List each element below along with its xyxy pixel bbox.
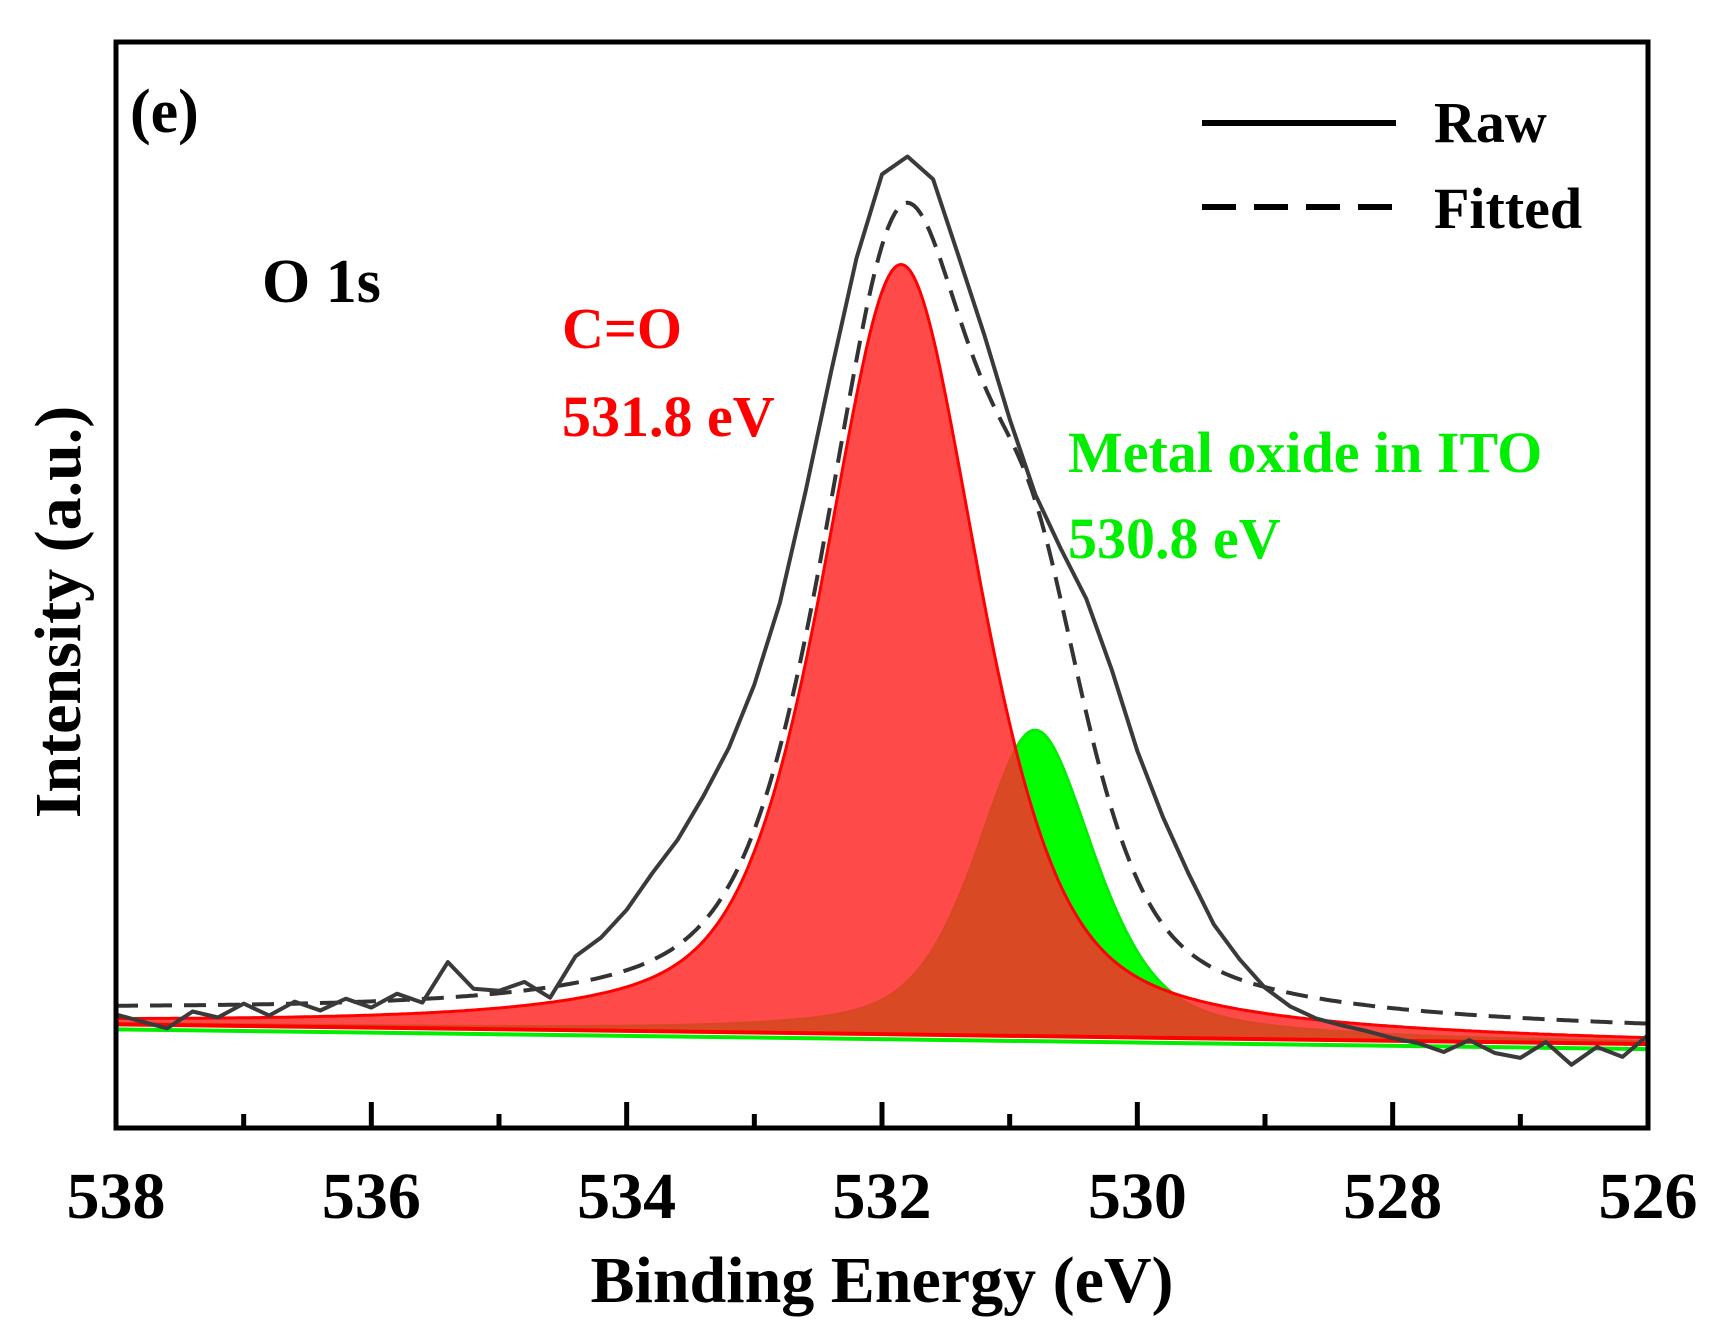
background-line-red xyxy=(116,1022,1648,1047)
x-axis-label: Binding Energy (eV) xyxy=(590,1244,1173,1317)
legend-fitted-label: Fitted xyxy=(1434,176,1582,241)
fitted-curve xyxy=(116,200,1648,1026)
y-axis-label: Intensity (a.u.) xyxy=(22,406,95,819)
panel-label: (e) xyxy=(130,78,199,146)
peak-energy-c-o: 531.8 eV xyxy=(562,384,775,449)
x-tick-label: 534 xyxy=(577,1160,676,1233)
x-tick-label: 532 xyxy=(833,1160,932,1233)
background-lines xyxy=(116,1022,1648,1052)
chart-title: O 1s xyxy=(262,248,381,316)
peak-label-c-o: C=O xyxy=(562,296,682,361)
legend: Raw Fitted xyxy=(1202,90,1582,241)
fitted-peaks xyxy=(116,262,1648,1046)
raw-curve xyxy=(116,154,1648,1067)
x-tick-label: 530 xyxy=(1088,1160,1187,1233)
x-axis-ticks: 538 536 534 532 530 528 526 xyxy=(67,1102,1698,1233)
legend-raw-label: Raw xyxy=(1434,90,1547,155)
background-line-green xyxy=(116,1027,1648,1052)
peak-label-metal-oxide: Metal oxide in ITO xyxy=(1068,420,1542,485)
x-tick-label: 536 xyxy=(322,1160,421,1233)
spectrum-curves xyxy=(116,154,1648,1067)
x-tick-label: 526 xyxy=(1599,1160,1698,1233)
peak-energy-metal-oxide: 530.8 eV xyxy=(1068,506,1281,571)
x-tick-label: 538 xyxy=(67,1160,166,1233)
peak-c-o-area xyxy=(116,262,1648,1046)
x-tick-label: 528 xyxy=(1343,1160,1442,1233)
